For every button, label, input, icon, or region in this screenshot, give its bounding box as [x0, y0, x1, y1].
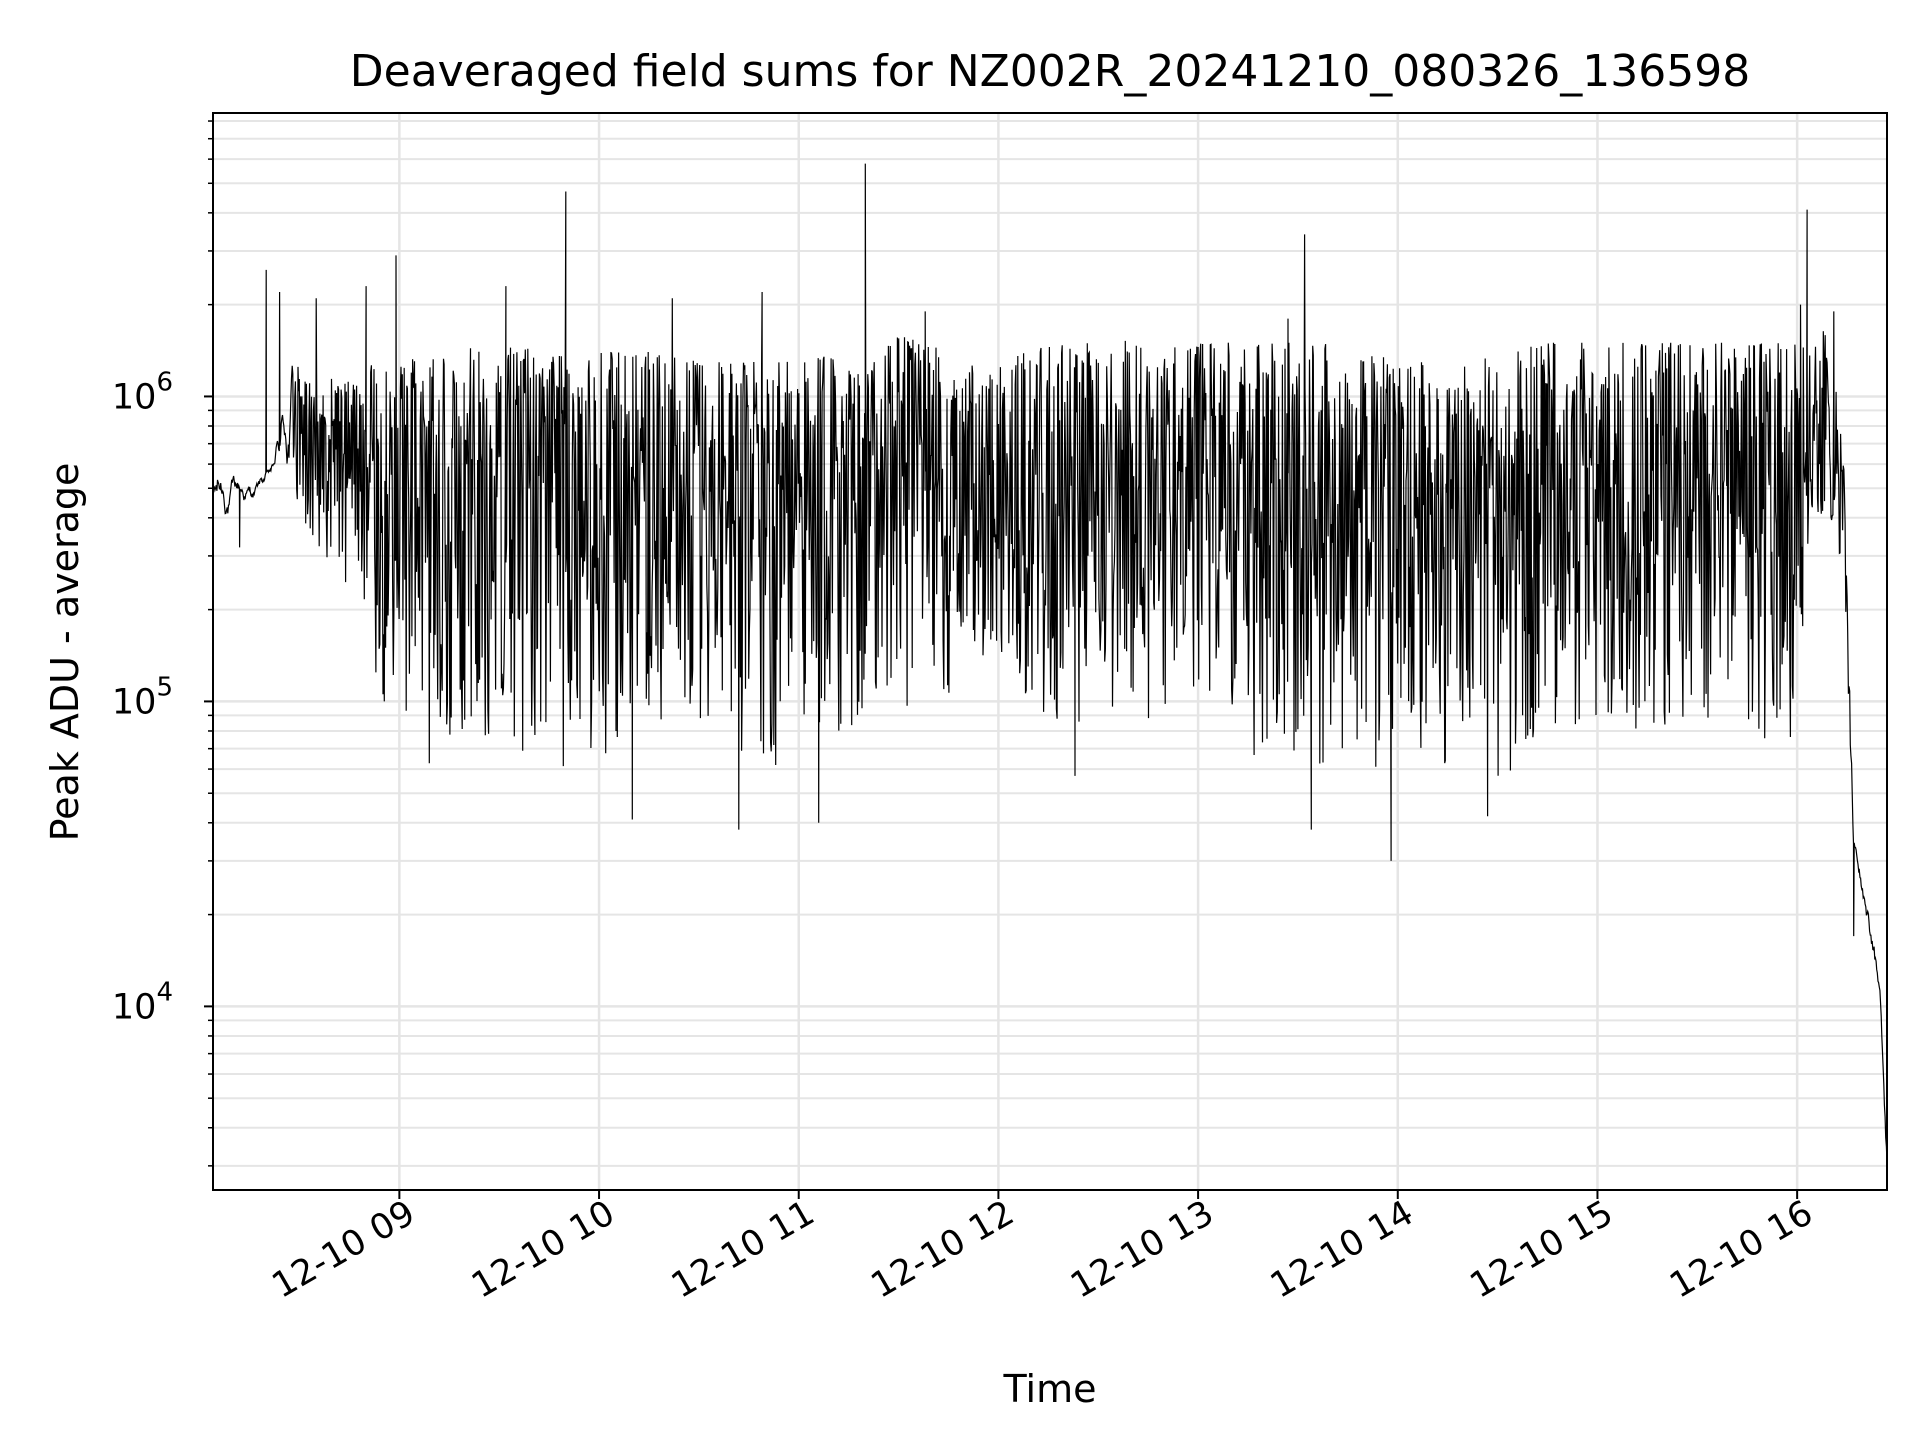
plot-frame — [212, 112, 1888, 1191]
y-tick-exponent: 4 — [156, 977, 173, 1007]
y-tick-exponent: 6 — [156, 367, 173, 397]
y-tick-exponent: 5 — [156, 672, 173, 702]
data-layer — [213, 163, 1887, 1163]
x-axis-label: Time — [1003, 1367, 1097, 1411]
series-line — [213, 163, 1887, 1163]
chart-title: Deaveraged field sums for NZ002R_2024121… — [350, 46, 1750, 97]
y-axis-label: Peak ADU - average — [43, 463, 87, 842]
